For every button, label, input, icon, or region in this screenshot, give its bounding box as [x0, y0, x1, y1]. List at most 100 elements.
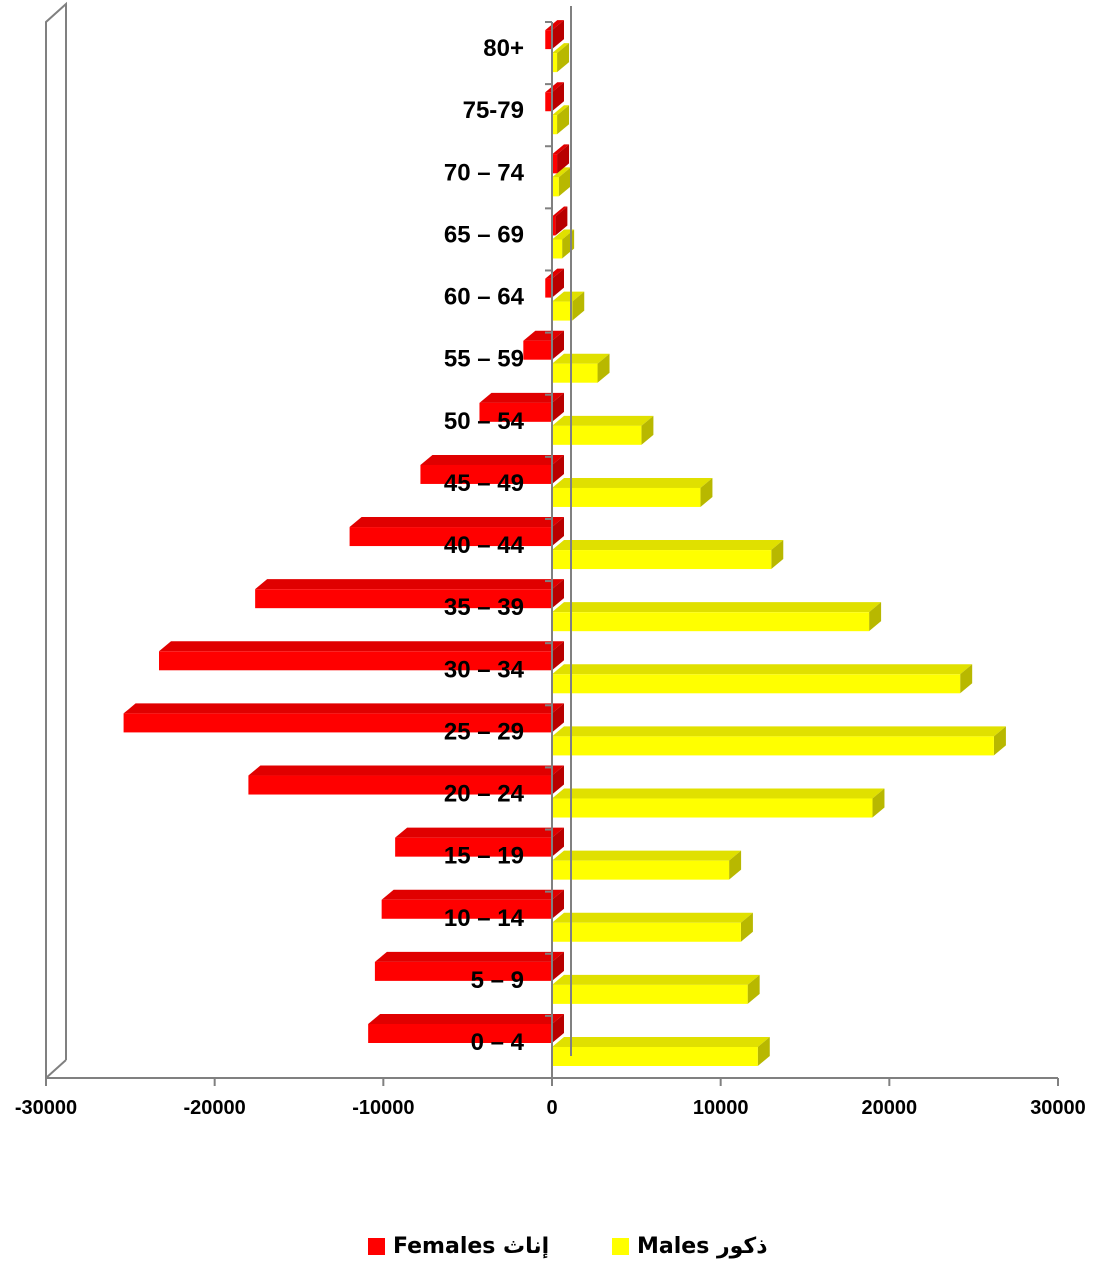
female-bar-side-face [552, 889, 564, 919]
female-bar-top-face [545, 20, 564, 31]
female-bar-top-face [523, 330, 564, 341]
female-bar [159, 641, 565, 671]
female-bar-side-face [557, 144, 570, 174]
female-bar-side-face [552, 1014, 564, 1043]
male-bar-side-face [740, 912, 753, 942]
category-label: 15 – 19 [444, 843, 524, 870]
legend-label-males: Males ذكور [637, 1234, 768, 1259]
male-bar-side-face [641, 415, 654, 445]
female-bar-front-face [255, 589, 552, 609]
female-bar-side-face [552, 82, 564, 112]
female-bar [368, 1014, 564, 1043]
male-bar [552, 1037, 770, 1066]
male-bar-front-face [552, 984, 748, 1004]
male-bar-front-face [552, 177, 559, 197]
female-bar-side-face [552, 641, 564, 671]
female-bar [349, 517, 564, 547]
female-bar-top-face [255, 579, 564, 590]
male-bar-side-face [597, 353, 610, 383]
male-bar-front-face [552, 363, 598, 383]
female-bar-front-face [374, 961, 552, 981]
category-label: 55 – 59 [444, 346, 524, 373]
female-bar-side-face [552, 330, 564, 360]
male-bar-front-face [552, 1047, 758, 1066]
category-label: 80+ [483, 35, 524, 62]
female-bar-top-face [374, 951, 564, 962]
female-bar [381, 889, 564, 919]
chart-3d-walls [45, 1, 67, 1079]
female-bar-front-face [479, 402, 552, 422]
female-bar [545, 20, 564, 50]
female-bar-side-face [552, 392, 564, 422]
female-bar [545, 82, 564, 112]
male-bar-side-face [960, 664, 973, 694]
male-bar-side-face [572, 291, 585, 321]
female-bar-top-face [552, 144, 570, 155]
male-bar-top-face [552, 353, 610, 364]
female-bar-top-face [545, 268, 564, 279]
male-bar-side-face [557, 105, 570, 135]
male-bar-top-face [552, 974, 760, 985]
male-bar-front-face [552, 674, 961, 694]
female-bar-front-face [545, 278, 552, 298]
female-bar [523, 330, 564, 360]
female-bar-front-face [395, 837, 552, 857]
female-bar-front-face [159, 651, 553, 671]
male-bar-top-face [552, 850, 742, 861]
female-bar-side-face [552, 579, 564, 609]
female-bar [545, 268, 564, 298]
x-tick-label: -20000 [184, 1097, 246, 1119]
category-label: 0 – 4 [471, 1029, 525, 1056]
male-bar-top-face [552, 415, 654, 426]
category-label: 65 – 69 [444, 221, 524, 248]
male-bar-side-face [558, 167, 571, 197]
male-bar [552, 291, 585, 321]
female-bar-front-face [349, 527, 552, 547]
female-bar-front-face [552, 154, 558, 174]
category-label: 70 – 74 [444, 159, 525, 186]
male-bar-top-face [552, 477, 713, 488]
female-bar [248, 765, 564, 795]
male-bar-front-face [552, 487, 701, 507]
legend-item-males: Males ذكور [612, 1234, 768, 1259]
male-bar-front-face [552, 798, 873, 818]
female-bar-top-face [123, 703, 564, 714]
x-tick-label: 20000 [862, 1097, 918, 1119]
axes-group [45, 6, 1059, 1086]
male-bar [552, 477, 713, 507]
male-bar-top-face [552, 726, 1006, 737]
female-bar [479, 392, 564, 422]
male-bar-side-face [747, 974, 760, 1004]
category-label: 50 – 54 [444, 408, 525, 435]
male-bar-front-face [552, 239, 563, 259]
side-wall [45, 1, 67, 1078]
male-bar-top-face [552, 167, 571, 178]
male-bar [552, 912, 753, 942]
male-bar-top-face [552, 229, 575, 240]
male-bar-front-face [552, 612, 870, 632]
male-bar-side-face [771, 540, 784, 570]
category-label: 20 – 24 [444, 781, 525, 808]
males-swatch-icon [612, 1238, 629, 1255]
category-label: 25 – 29 [444, 718, 524, 745]
category-label: 10 – 14 [444, 905, 525, 932]
male-bar-front-face [552, 550, 772, 570]
male-bar-side-face [557, 43, 570, 73]
male-bar-side-face [700, 477, 713, 507]
female-bar-top-face [349, 517, 564, 528]
male-bar-side-face [757, 1037, 770, 1066]
male-bar-front-face [552, 922, 741, 942]
female-bar-front-face [545, 92, 552, 112]
female-bar-front-face [420, 464, 552, 484]
male-bar-top-face [552, 788, 885, 799]
female-bar-top-face [545, 82, 564, 93]
female-bar-front-face [381, 899, 552, 919]
male-bar [552, 353, 610, 383]
wall-edge [45, 1059, 67, 1079]
category-labels: 0 – 4 5 – 9 10 – 14 15 – 19 20 – 24 25 – 29 30… [444, 35, 525, 1056]
x-tick-label: 10000 [693, 1097, 749, 1119]
female-bar-top-face [395, 827, 564, 838]
male-bar-front-face [552, 736, 994, 756]
male-bar-top-face [552, 664, 973, 675]
